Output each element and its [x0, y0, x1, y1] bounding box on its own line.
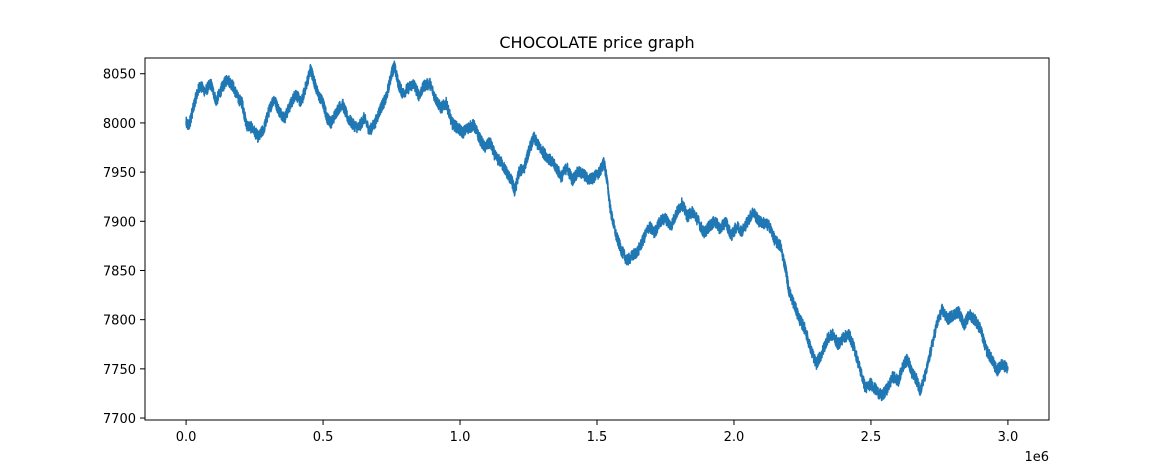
y-axis: 7700 7750 7800 7850 7900 7950 8000 8050	[103, 68, 145, 427]
y-tick-label: 7950	[103, 166, 136, 181]
x-tick-label: 0.0	[176, 430, 197, 445]
x-tick-label: 3.0	[998, 430, 1019, 445]
x-axis-multiplier-label: 1e6	[1024, 450, 1049, 465]
y-tick-label: 7700	[103, 412, 136, 427]
x-tick-label: 1.5	[587, 430, 608, 445]
y-tick-label: 7900	[103, 215, 136, 230]
series-layer	[185, 60, 1009, 402]
y-tick-label: 8000	[103, 117, 136, 132]
y-tick-label: 7750	[103, 363, 136, 378]
chart-title: CHOCOLATE price graph	[499, 33, 694, 52]
x-tick-label: 2.0	[724, 430, 745, 445]
x-tick-label: 2.5	[861, 430, 882, 445]
price-series-line	[185, 60, 1009, 402]
x-tick-label: 1.0	[450, 430, 471, 445]
y-tick-label: 7800	[103, 314, 136, 329]
y-tick-label: 7850	[103, 264, 136, 279]
y-tick-label: 8050	[103, 68, 136, 83]
x-axis: 0.0 0.5 1.0 1.5 2.0 2.5 3.0	[176, 420, 1019, 445]
x-tick-label: 0.5	[313, 430, 334, 445]
